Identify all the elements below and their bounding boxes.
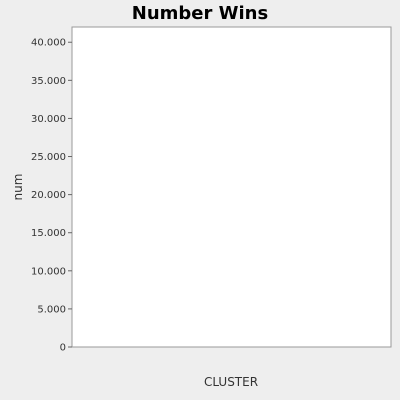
y-tick-label: 15.000 xyxy=(31,228,66,239)
plot-area xyxy=(72,27,391,347)
y-tick-label: 30.000 xyxy=(31,114,66,125)
y-tick-label: 20.000 xyxy=(31,190,66,201)
y-tick-label: 5.000 xyxy=(37,304,66,315)
y-tick-label: 35.000 xyxy=(31,76,66,87)
y-axis: 0 5.000 10.000 15.000 20.000 25.000 30.000 35.0… xyxy=(31,38,72,354)
y-axis-label: num xyxy=(11,174,25,201)
y-tick-label: 25.000 xyxy=(31,152,66,163)
x-axis-label: CLUSTER xyxy=(204,375,258,389)
y-tick-label: 0 xyxy=(60,343,66,354)
y-tick-label: 40.000 xyxy=(31,38,66,49)
chart-title: Number Wins xyxy=(132,3,268,24)
y-tick-label: 10.000 xyxy=(31,266,66,277)
